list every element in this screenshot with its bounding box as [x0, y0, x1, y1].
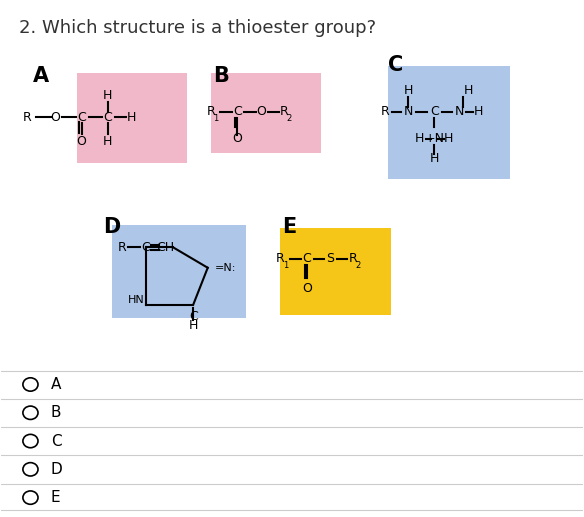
Text: B: B [51, 405, 61, 420]
Text: CH: CH [157, 241, 175, 254]
Text: C: C [51, 434, 61, 449]
Text: H: H [430, 151, 439, 165]
FancyBboxPatch shape [77, 73, 187, 163]
Text: =N:: =N: [215, 263, 237, 273]
FancyBboxPatch shape [211, 73, 321, 153]
Text: H: H [444, 132, 454, 145]
Text: C: C [189, 310, 197, 323]
FancyBboxPatch shape [112, 225, 245, 317]
Text: H: H [103, 89, 113, 102]
Text: C: C [141, 241, 150, 254]
Text: H: H [473, 105, 483, 118]
Text: 2. Which structure is a thioester group?: 2. Which structure is a thioester group? [19, 19, 376, 37]
Text: N: N [404, 105, 413, 118]
Text: R: R [117, 241, 126, 254]
Text: HN: HN [128, 295, 145, 305]
Text: H: H [126, 111, 135, 124]
Text: C: C [303, 252, 311, 265]
Text: C: C [233, 105, 242, 118]
Text: O: O [77, 135, 86, 148]
Text: D: D [103, 217, 120, 237]
Text: R: R [206, 105, 215, 118]
Text: H: H [189, 319, 198, 332]
Text: R: R [381, 105, 390, 118]
Text: H: H [103, 135, 113, 148]
Text: E: E [282, 217, 296, 237]
Text: C: C [388, 55, 403, 75]
Text: H: H [464, 84, 474, 97]
Text: O: O [232, 132, 242, 145]
Text: H: H [415, 132, 425, 145]
Text: +N: +N [425, 132, 444, 145]
Text: C: C [77, 111, 86, 124]
Text: C: C [103, 111, 112, 124]
Text: R: R [349, 252, 357, 265]
Text: 1: 1 [283, 261, 288, 270]
FancyBboxPatch shape [388, 66, 510, 179]
Text: 1: 1 [213, 114, 218, 123]
Text: A: A [33, 66, 50, 86]
Text: O: O [302, 282, 312, 295]
Text: C: C [430, 105, 439, 118]
Text: B: B [214, 66, 230, 86]
Text: S: S [326, 252, 334, 265]
Text: A: A [51, 377, 61, 392]
Text: 2: 2 [287, 114, 292, 123]
Text: H: H [404, 84, 413, 97]
Text: D: D [51, 462, 62, 477]
Text: O: O [50, 111, 60, 124]
Text: N: N [455, 105, 464, 118]
Text: R: R [276, 252, 285, 265]
Text: 2: 2 [356, 261, 361, 270]
FancyBboxPatch shape [280, 227, 391, 315]
Text: O: O [256, 105, 266, 118]
Text: R: R [23, 111, 32, 124]
Text: E: E [51, 490, 60, 505]
Text: R: R [280, 105, 289, 118]
